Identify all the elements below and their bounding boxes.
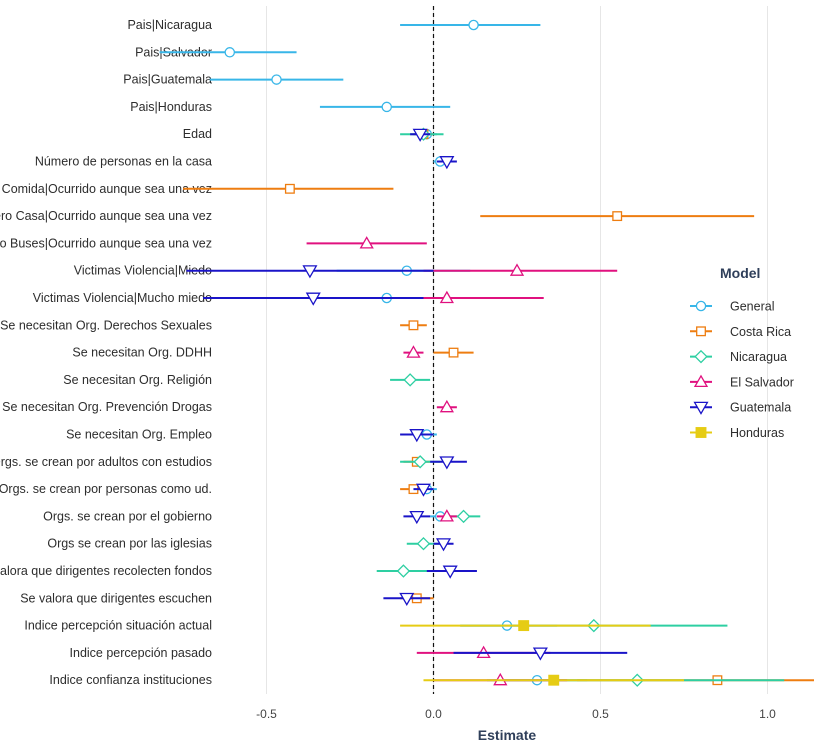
- point-marker: [408, 320, 419, 331]
- point-marker: [439, 156, 455, 170]
- legend-label: Costa Rica: [730, 325, 791, 339]
- legend-item: Costa Rica: [690, 325, 791, 339]
- y-tick-labels: Pais|NicaraguaPais|SalvadorPais|Guatemal…: [0, 18, 212, 687]
- point-marker: [409, 510, 425, 525]
- legend-label: General: [730, 300, 774, 314]
- point-marker: [439, 290, 454, 304]
- y-tick-label: Se valora que dirigentes escuchen: [20, 591, 212, 605]
- x-tick-label: 0.5: [592, 707, 609, 721]
- point-marker: [409, 429, 425, 443]
- y-tick-label: Indice percepción situación actual: [24, 619, 212, 633]
- x-tick-label: -0.5: [256, 707, 277, 721]
- x-tick-label: 1.0: [759, 707, 776, 721]
- point-marker: [271, 74, 282, 85]
- y-tick-label: Se necesitan Org. Derechos Sexuales: [0, 318, 212, 332]
- y-tick-label: Se valora que dirigentes recolecten fond…: [0, 564, 212, 578]
- y-tick-label: Se necesitan Org. Religión: [63, 373, 212, 387]
- point-marker: [396, 564, 411, 578]
- x-tick-labels: -0.5 0.0 0.5 1.0: [256, 707, 776, 721]
- point-marker: [439, 456, 455, 470]
- legend-key-marker: [694, 349, 708, 364]
- legend-label: Honduras: [730, 426, 784, 440]
- y-tick-label: Dinero Buses|Ocurrido aunque sea una vez: [0, 236, 212, 250]
- y-tick-label: Indice confianza instituciones: [49, 673, 212, 687]
- y-tick-label: Pais|Honduras: [130, 100, 212, 114]
- point-marker: [305, 292, 321, 306]
- legend-item: Nicaragua: [690, 349, 787, 364]
- legend-item: Honduras: [690, 426, 784, 440]
- y-tick-label: Se necesitan Org. Prevención Drogas: [2, 400, 212, 414]
- point-marker: [448, 347, 459, 358]
- legend-label: Guatemala: [730, 401, 791, 415]
- point-marker: [381, 101, 392, 113]
- point-marker: [399, 592, 415, 607]
- point-marker: [439, 399, 454, 413]
- legend: Model General Costa Rica Nicaragua El Salva…: [690, 265, 794, 440]
- y-tick-label: Se necesitan Org. DDHH: [72, 346, 212, 360]
- point-marker: [456, 509, 471, 524]
- y-tick-label: Orgs se crean por las iglesias: [47, 537, 212, 551]
- legend-key-marker: [695, 427, 707, 438]
- x-axis-title: Estimate: [478, 727, 537, 743]
- y-tick-label: Dinero Casa|Ocurrido aunque sea una vez: [0, 209, 212, 223]
- y-tick-label: Orgs. se crean por el gobierno: [43, 509, 212, 523]
- y-tick-label: Se necesitan Org. Empleo: [66, 428, 212, 442]
- legend-label: El Salvador: [730, 375, 794, 389]
- series-honduras: [400, 620, 684, 686]
- y-tick-label: Orgs. se crean por adultos con estudios: [0, 455, 212, 469]
- y-tick-label: Orgs. se crean por personas como ud.: [0, 482, 212, 496]
- x-tick-label: 0.0: [425, 707, 442, 721]
- legend-key-marker: [693, 401, 709, 415]
- point-marker: [413, 455, 427, 469]
- point-marker: [284, 183, 295, 194]
- point-marker: [439, 509, 454, 522]
- y-tick-label: Dinero Comida|Ocurrido aunque sea una ve…: [0, 182, 212, 196]
- point-marker: [403, 373, 417, 387]
- y-tick-label: Indice percepción pasado: [70, 646, 213, 660]
- point-marker: [548, 674, 560, 686]
- legend-label: Nicaragua: [730, 350, 787, 364]
- y-tick-label: Pais|Nicaragua: [127, 18, 212, 32]
- series-costa-rica: [183, 129, 814, 686]
- y-tick-label: Pais|Guatemala: [123, 73, 212, 87]
- series-guatemala: [186, 128, 628, 661]
- point-marker: [435, 538, 452, 552]
- legend-item: Guatemala: [690, 401, 791, 415]
- legend-items: General Costa Rica Nicaragua El Salvador Gua…: [690, 300, 794, 440]
- series-general: [159, 19, 588, 686]
- point-marker: [224, 47, 236, 58]
- series-layer: [159, 19, 814, 687]
- point-marker: [442, 565, 458, 579]
- point-marker: [412, 128, 428, 142]
- legend-key-marker: [693, 374, 709, 388]
- point-marker: [612, 211, 623, 222]
- point-marker: [532, 647, 548, 661]
- point-marker: [415, 483, 432, 497]
- point-marker: [468, 19, 479, 31]
- grid-layer: [266, 6, 768, 694]
- y-tick-label: Edad: [183, 127, 212, 141]
- y-tick-label: Victimas Violencia|Miedo: [74, 264, 212, 278]
- y-tick-label: Victimas Violencia|Mucho miedo: [33, 291, 212, 305]
- legend-title: Model: [720, 265, 760, 281]
- point-marker: [518, 620, 530, 632]
- legend-key-marker: [695, 300, 707, 312]
- point-marker: [416, 536, 431, 551]
- point-marker: [359, 236, 374, 249]
- legend-item: El Salvador: [690, 374, 794, 389]
- point-marker: [406, 345, 421, 358]
- legend-item: General: [690, 300, 774, 314]
- y-tick-label: Número de personas en la casa: [35, 155, 212, 169]
- point-marker: [302, 265, 318, 279]
- legend-key-marker: [696, 326, 706, 337]
- point-marker: [509, 263, 525, 276]
